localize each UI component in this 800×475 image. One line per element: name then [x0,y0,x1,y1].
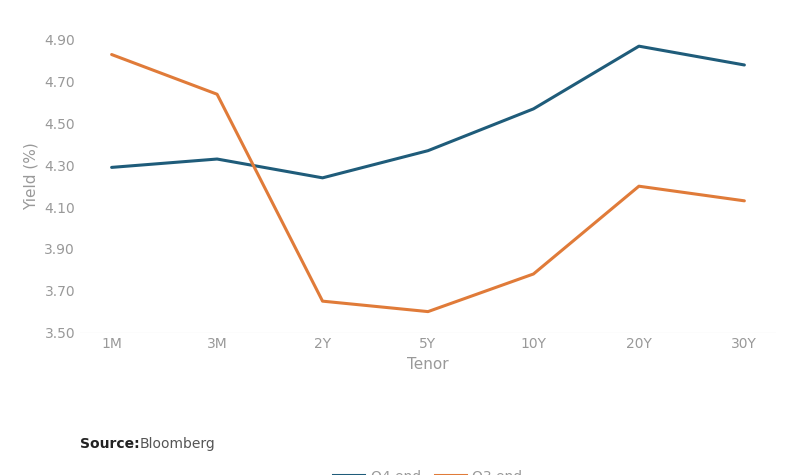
Legend: Q4 end, Q3 end: Q4 end, Q3 end [328,464,528,475]
Y-axis label: Yield (%): Yield (%) [24,142,39,209]
Text: Source:: Source: [80,437,140,451]
X-axis label: Tenor: Tenor [407,357,449,372]
Text: Bloomberg: Bloomberg [140,437,216,451]
